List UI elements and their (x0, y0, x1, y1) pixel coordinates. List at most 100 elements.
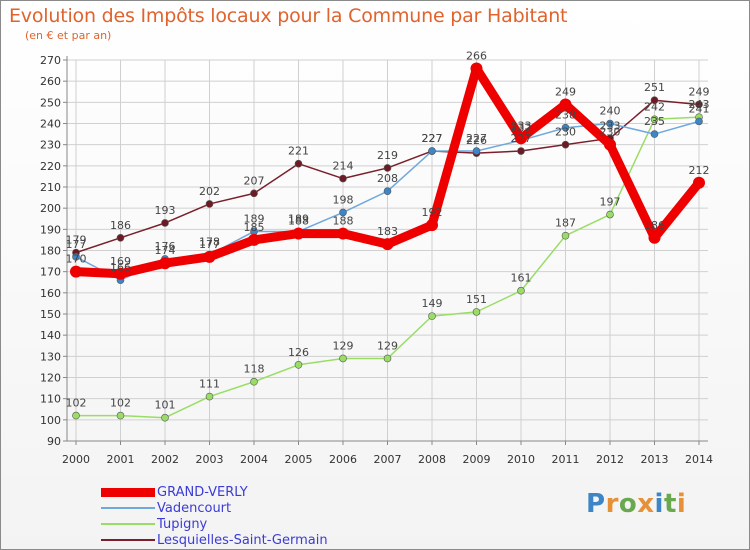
data-point-lesquielles-saint-germain (250, 189, 258, 198)
data-label-tupigny: 149 (422, 297, 443, 310)
data-point-grand-verly (693, 176, 705, 189)
data-point-tupigny (428, 312, 436, 320)
x-tick-label: 2010 (507, 453, 535, 466)
y-tick-label: 140 (40, 329, 61, 342)
data-label-lesquielles-saint-germain: 221 (288, 145, 309, 158)
logo-letter: i (654, 489, 664, 519)
data-point-tupigny (161, 413, 169, 422)
data-label-lesquielles-saint-germain: 249 (689, 85, 710, 98)
data-label-grand-verly: 188 (333, 215, 354, 228)
data-label-vadencourt: 177 (66, 238, 87, 251)
data-label-vadencourt: 227 (422, 132, 443, 145)
data-label-tupigny: 126 (288, 346, 309, 359)
x-tick-label: 2012 (596, 453, 624, 466)
x-tick-label: 2005 (285, 453, 313, 466)
data-point-tupigny (561, 231, 570, 240)
logo-letter: x (637, 489, 655, 519)
data-point-tupigny (294, 360, 303, 369)
x-tick-label: 2003 (196, 453, 224, 466)
x-tick-label: 2006 (329, 453, 357, 466)
data-point-grand-verly (203, 250, 216, 263)
data-point-lesquielles-saint-germain (161, 219, 169, 227)
data-label-tupigny: 187 (555, 217, 576, 230)
legend-swatch-grand-verly (101, 488, 155, 497)
x-tick-label: 2001 (107, 453, 135, 466)
data-point-lesquielles-saint-germain (561, 140, 570, 149)
x-tick-label: 2002 (151, 453, 179, 466)
data-point-grand-verly (426, 219, 438, 232)
data-label-lesquielles-saint-germain: 219 (377, 149, 398, 162)
data-label-lesquielles-saint-germain: 230 (555, 126, 576, 139)
data-point-tupigny (72, 411, 80, 420)
data-point-tupigny (650, 115, 659, 124)
legend-item-tupigny: Tupigny (101, 517, 401, 533)
y-tick-label: 270 (40, 54, 61, 67)
data-point-tupigny (383, 354, 392, 363)
data-label-grand-verly: 233 (511, 119, 532, 132)
data-point-vadencourt (428, 147, 436, 155)
y-tick-label: 90 (47, 435, 61, 448)
y-tick-label: 210 (40, 181, 61, 194)
data-label-vadencourt: 240 (600, 105, 621, 118)
legend-item-grand-verly: GRAND-VERLY (101, 485, 401, 501)
data-point-vadencourt (561, 123, 570, 132)
data-label-tupigny: 118 (244, 363, 265, 376)
data-point-grand-verly (604, 138, 616, 151)
y-tick-label: 240 (40, 118, 61, 131)
data-point-tupigny (250, 377, 258, 386)
data-point-grand-verly (515, 132, 527, 145)
data-point-tupigny (205, 392, 214, 401)
data-point-tupigny (339, 354, 347, 363)
logo-letter: r (605, 489, 619, 519)
y-tick-label: 130 (40, 350, 61, 363)
data-label-lesquielles-saint-germain: 214 (333, 160, 354, 173)
proxiti-logo: Proxiti (586, 489, 686, 519)
data-point-grand-verly (292, 227, 305, 240)
y-tick-label: 200 (40, 202, 61, 215)
x-tick-label: 2007 (374, 453, 402, 466)
data-label-lesquielles-saint-germain: 227 (511, 132, 532, 145)
data-label-grand-verly: 186 (644, 219, 665, 232)
legend-swatch-lesquielles (101, 539, 155, 541)
data-point-lesquielles-saint-germain (650, 96, 659, 105)
x-tick-label: 2008 (418, 453, 446, 466)
data-point-tupigny (472, 308, 481, 316)
y-tick-label: 250 (40, 96, 61, 109)
y-tick-label: 170 (40, 266, 61, 279)
data-label-lesquielles-saint-germain: 186 (110, 219, 131, 232)
data-label-tupigny: 151 (466, 293, 487, 306)
data-label-lesquielles-saint-germain: 207 (244, 174, 265, 187)
data-point-tupigny (517, 286, 525, 295)
data-label-vadencourt: 189 (244, 212, 265, 225)
logo-letter: i (676, 489, 687, 519)
x-tick-label: 2014 (685, 453, 713, 466)
data-label-tupigny: 101 (155, 399, 176, 412)
data-point-vadencourt (650, 130, 659, 138)
x-tick-label: 2000 (62, 453, 90, 466)
legend-item-lesquielles: Lesquielles-Saint-Germain (101, 533, 401, 549)
chart-subtitle: (en € et par an) (25, 29, 112, 42)
data-label-tupigny: 129 (377, 339, 398, 352)
data-label-vadencourt: 227 (466, 132, 487, 145)
data-point-grand-verly (248, 233, 260, 246)
data-point-lesquielles-saint-germain (294, 159, 303, 168)
data-point-tupigny (116, 411, 125, 420)
y-tick-label: 150 (40, 308, 61, 321)
data-point-grand-verly (114, 267, 127, 280)
data-label-tupigny: 197 (600, 196, 621, 209)
data-label-tupigny: 243 (689, 98, 710, 111)
data-label-vadencourt: 235 (644, 115, 665, 128)
x-tick-label: 2009 (463, 453, 491, 466)
data-label-vadencourt: 178 (199, 236, 220, 249)
logo-letter: t (663, 489, 677, 519)
data-label-grand-verly: 230 (600, 126, 621, 139)
legend-swatch-vadencourt (101, 507, 155, 509)
data-label-grand-verly: 188 (288, 215, 309, 228)
data-point-grand-verly (337, 227, 349, 240)
data-label-grand-verly: 177 (199, 238, 220, 251)
legend-swatch-tupigny (101, 523, 155, 525)
y-tick-label: 180 (40, 245, 61, 258)
data-label-tupigny: 102 (110, 397, 131, 410)
data-label-lesquielles-saint-germain: 233 (600, 119, 621, 132)
